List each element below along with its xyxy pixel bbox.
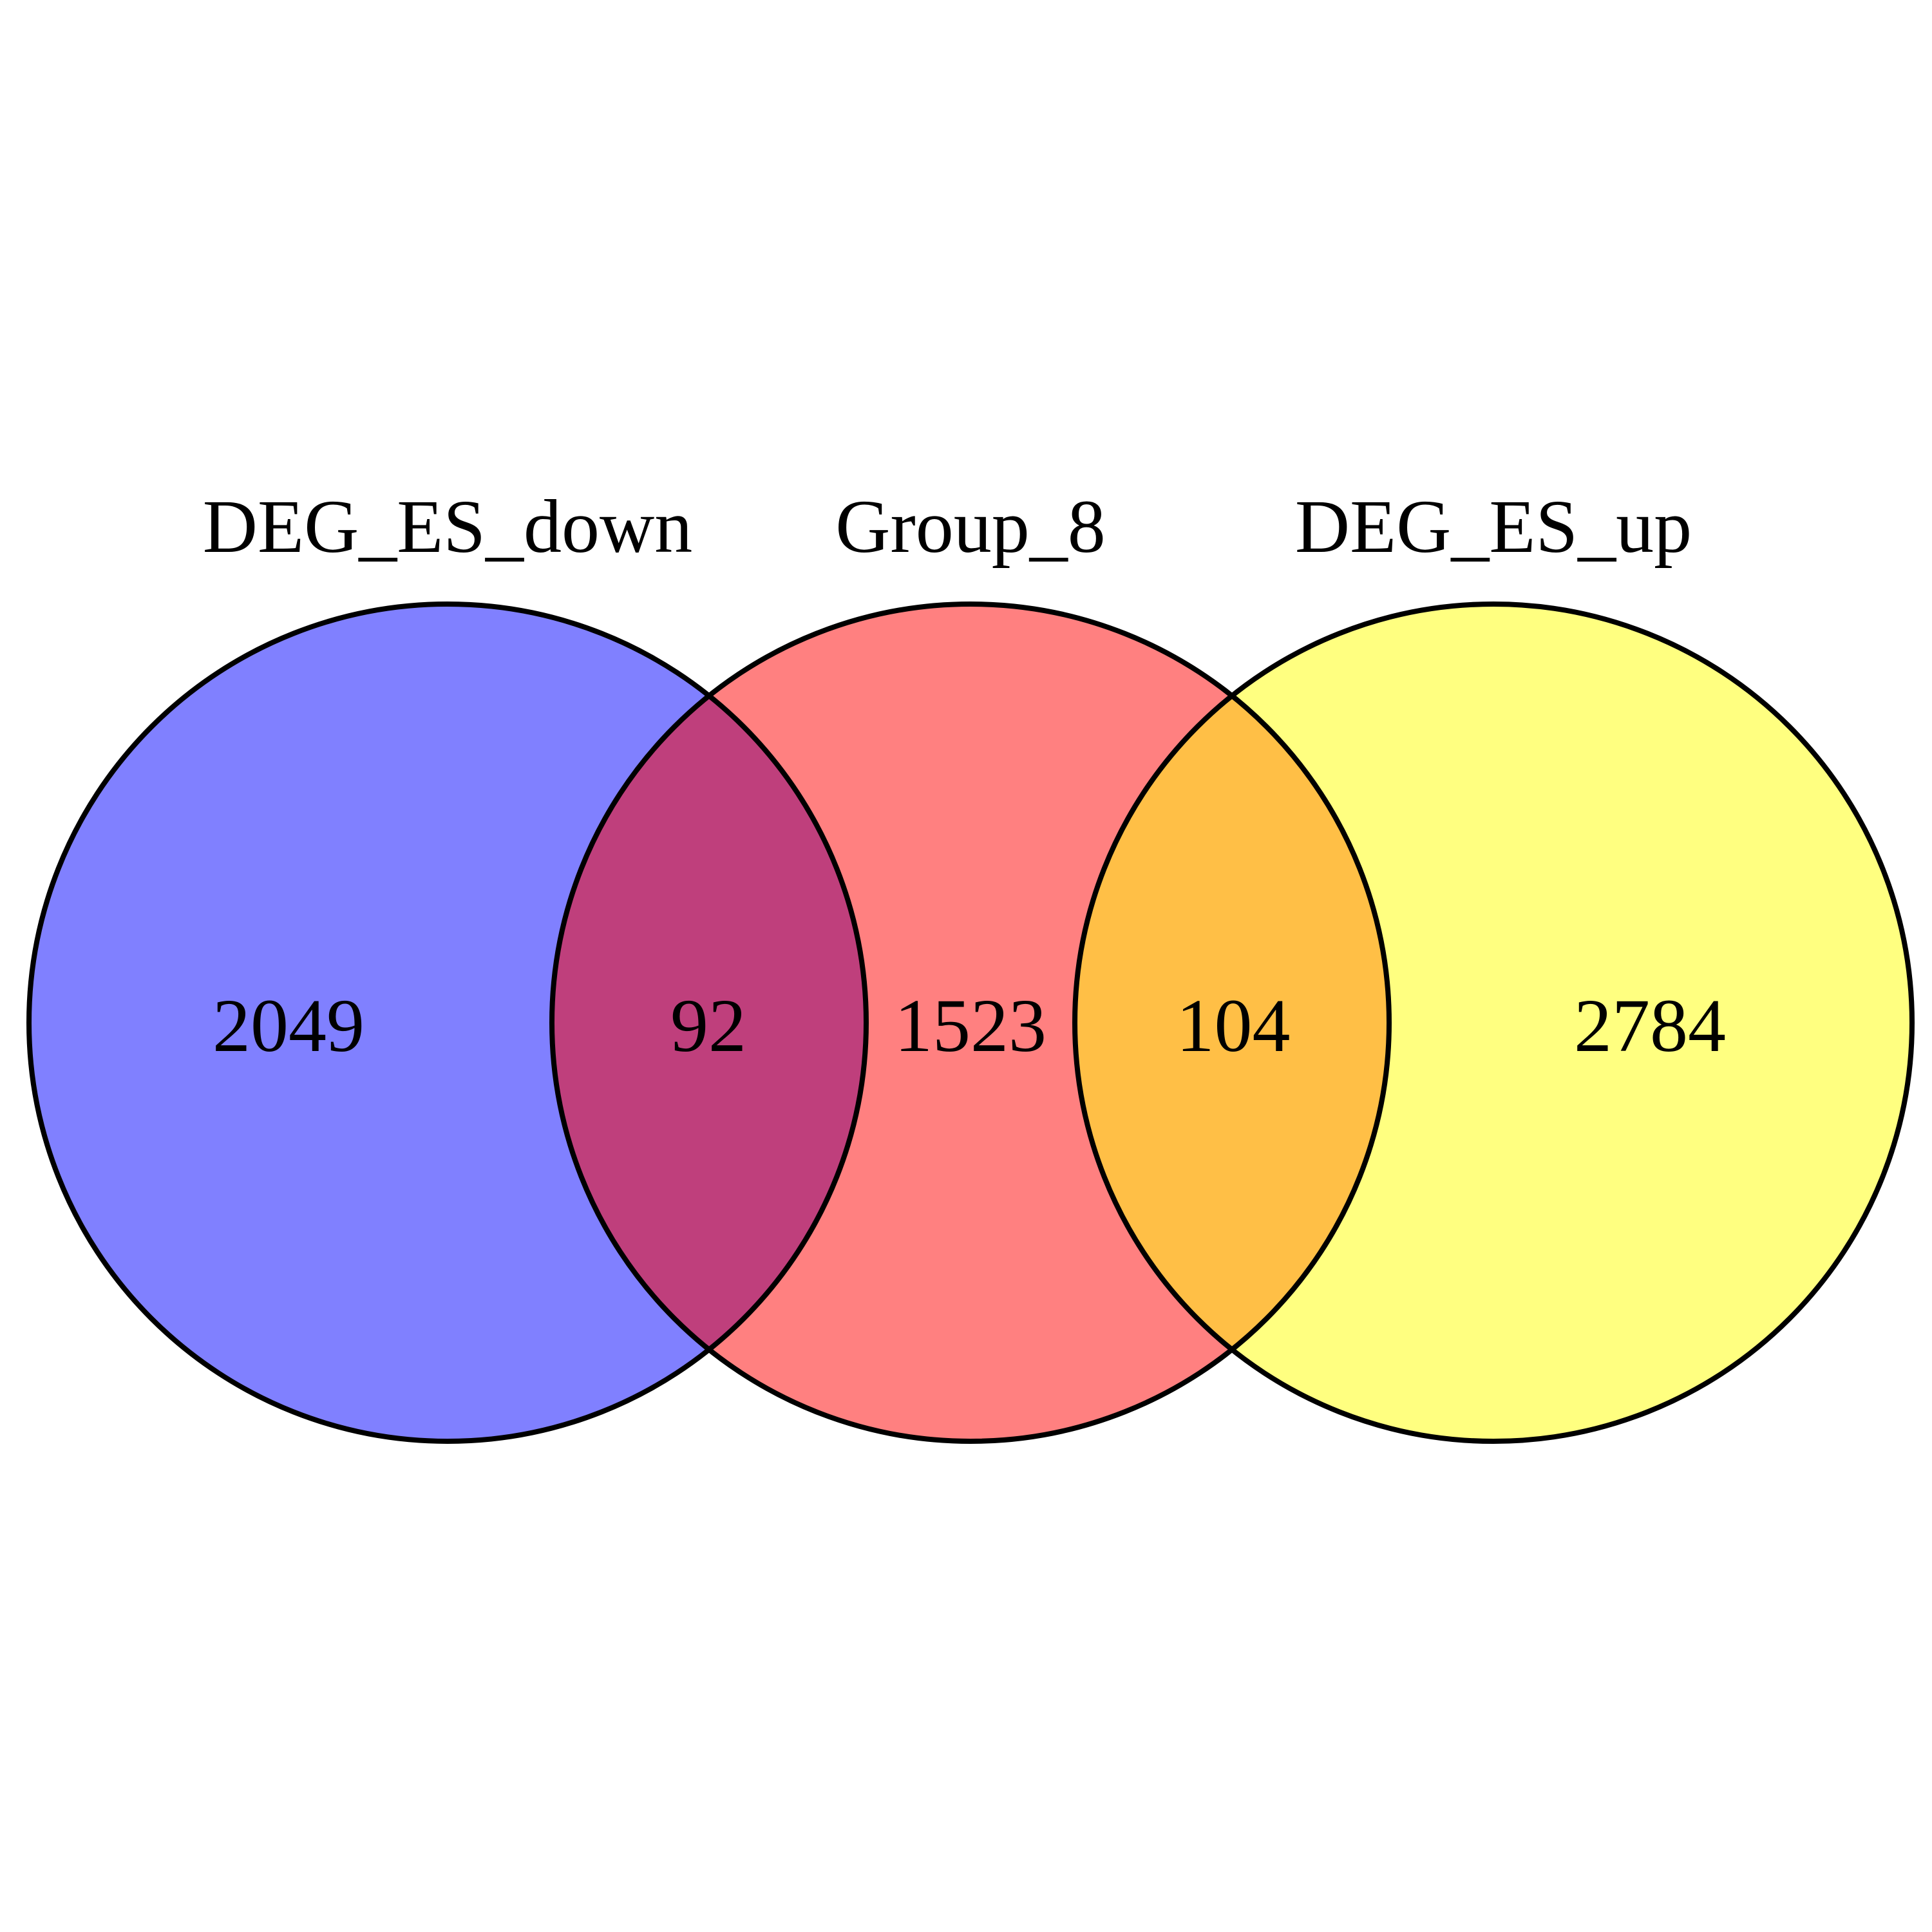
count-deg-es-up-only: 2784: [1574, 983, 1726, 1068]
count-deg-es-down-and-group-8: 92: [670, 983, 746, 1068]
set-outline-deg-es-down: [26, 601, 869, 1444]
count-deg-es-down-only: 2049: [213, 983, 365, 1068]
overlap-region-deg-es-down-group-8: [552, 604, 866, 1441]
set-outline-group-8: [549, 601, 1392, 1444]
overlap-region-group-8-deg-es-up: [1075, 604, 1389, 1441]
set-label-deg-es-up: DEG_ES_up: [1295, 484, 1692, 569]
set-label-deg-es-down: DEG_ES_down: [203, 484, 692, 569]
set-label-group-8: Group_8: [835, 484, 1106, 569]
set-outline-deg-es-up: [1072, 601, 1915, 1444]
count-group-8-and-deg-es-up: 104: [1177, 983, 1291, 1068]
count-group-8-only: 1523: [895, 983, 1046, 1068]
